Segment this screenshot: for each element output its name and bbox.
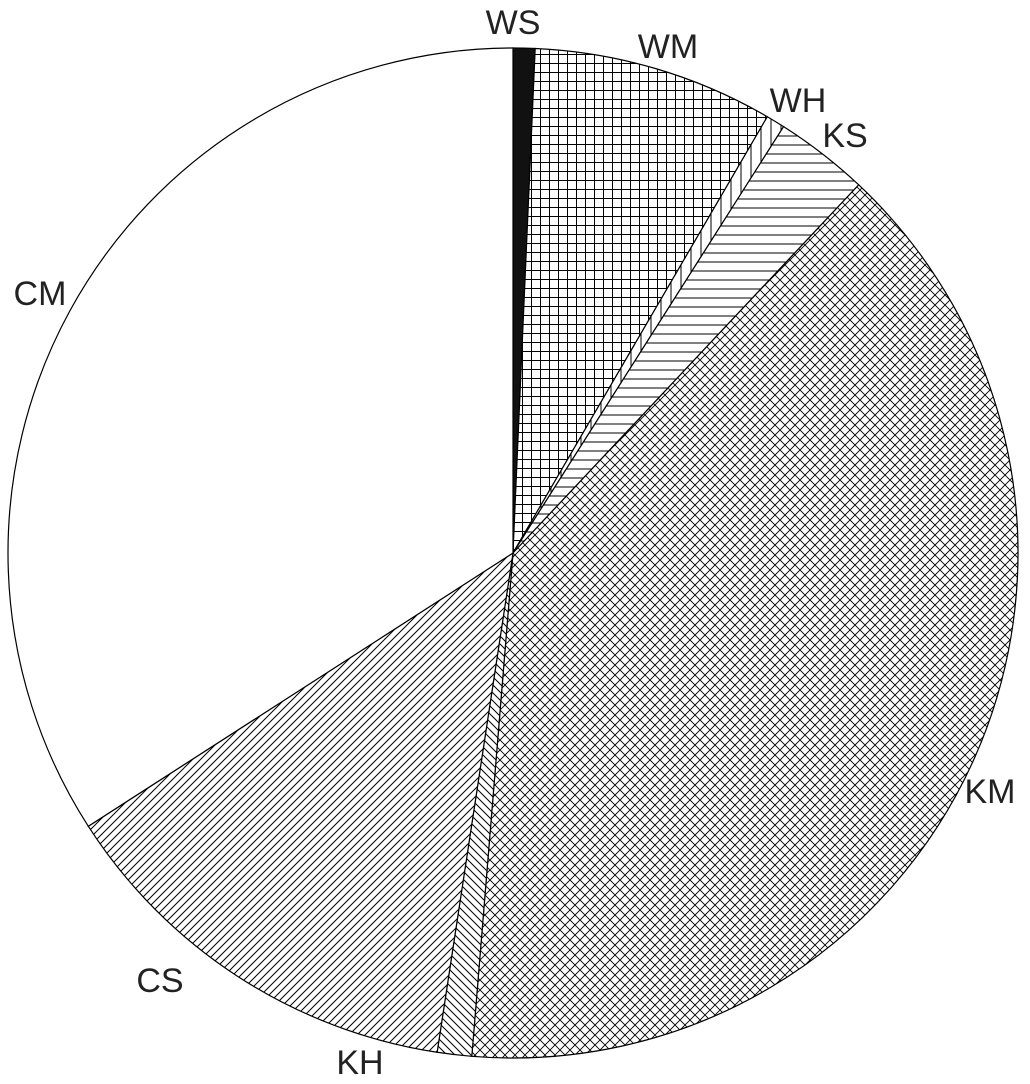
slice-label-wh: WH: [770, 82, 827, 120]
slice-label-cs: CS: [136, 962, 183, 1000]
pie-slice-wm: [512, 47, 769, 554]
pie-slice-cs: [87, 551, 514, 1053]
slice-label-wm: WM: [638, 28, 698, 66]
pie-slices: [7, 47, 1019, 1059]
pie-slice-km: [471, 184, 1019, 1059]
slice-label-ws: WS: [486, 4, 541, 42]
slice-label-ks: KS: [822, 117, 867, 155]
slice-label-cm: CM: [14, 275, 67, 313]
pie-slice-cm: [7, 47, 514, 828]
slice-label-kh: KH: [336, 1044, 383, 1082]
slice-label-km: KM: [965, 773, 1016, 811]
